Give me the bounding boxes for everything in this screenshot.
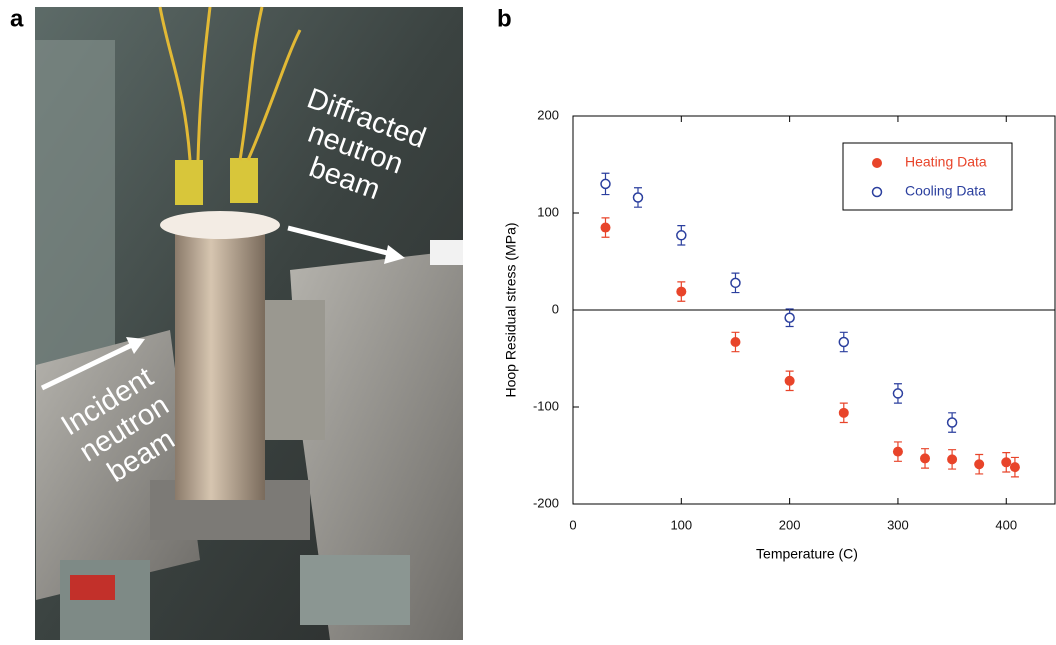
data-point (892, 388, 904, 399)
legend-label: Cooling Data (905, 183, 986, 199)
x-tick-label: 0 (569, 517, 576, 532)
photo-housing (265, 300, 325, 440)
data-point (632, 192, 644, 203)
legend-label: Heating Data (905, 154, 987, 170)
photo-highlight (430, 240, 463, 265)
y-tick-label: 0 (552, 301, 559, 316)
data-point (600, 178, 611, 190)
data-point (784, 375, 795, 386)
data-point (947, 454, 958, 465)
legend-marker (871, 186, 883, 198)
y-tick-label: 200 (537, 107, 559, 122)
data-point (600, 222, 611, 233)
legend-marker (872, 158, 882, 168)
arrow (287, 225, 396, 258)
data-point (730, 277, 741, 289)
y-axis-label: Hoop Residual stress (MPa) (503, 222, 519, 397)
data-point (676, 230, 687, 241)
x-axis-label: Temperature (C) (756, 546, 858, 562)
photo-connector (175, 160, 203, 205)
data-point (730, 337, 741, 348)
series (600, 172, 958, 433)
data-point (1009, 462, 1020, 473)
y-tick-label: 100 (537, 204, 559, 219)
data-point (838, 336, 850, 348)
photo-cables (158, 6, 302, 161)
data-point (1001, 457, 1012, 468)
x-tick-label: 400 (995, 517, 1017, 532)
arrow-head (126, 337, 145, 354)
data-point (784, 312, 795, 324)
legend: Heating Data Cooling Data (842, 142, 1013, 211)
x-tick-label: 300 (887, 517, 909, 532)
data-point (920, 453, 931, 464)
photo-furnace (175, 230, 265, 500)
arrow-head (384, 245, 405, 264)
photo: Diffracted neutron beam Incident neutron… (35, 6, 463, 640)
photo-wall (35, 40, 115, 370)
data-point (946, 417, 958, 428)
panel-label: b (497, 5, 512, 32)
data-point (892, 446, 903, 457)
arrow (40, 342, 134, 391)
photo-furnace-top (160, 211, 280, 239)
data-point (974, 459, 985, 470)
series (600, 217, 1020, 478)
legend-box (842, 142, 1013, 211)
photo-stage (300, 555, 410, 625)
data-point (838, 407, 849, 418)
y-tick-label: -200 (533, 495, 559, 510)
x-tick-label: 200 (779, 517, 801, 532)
panel-label: a (10, 5, 24, 32)
photo-tag (70, 575, 115, 600)
photo-connector (230, 158, 258, 203)
x-tick-label: 100 (670, 517, 692, 532)
data-point (676, 286, 687, 297)
photo-detector (290, 250, 463, 640)
y-tick-label: -100 (533, 398, 559, 413)
